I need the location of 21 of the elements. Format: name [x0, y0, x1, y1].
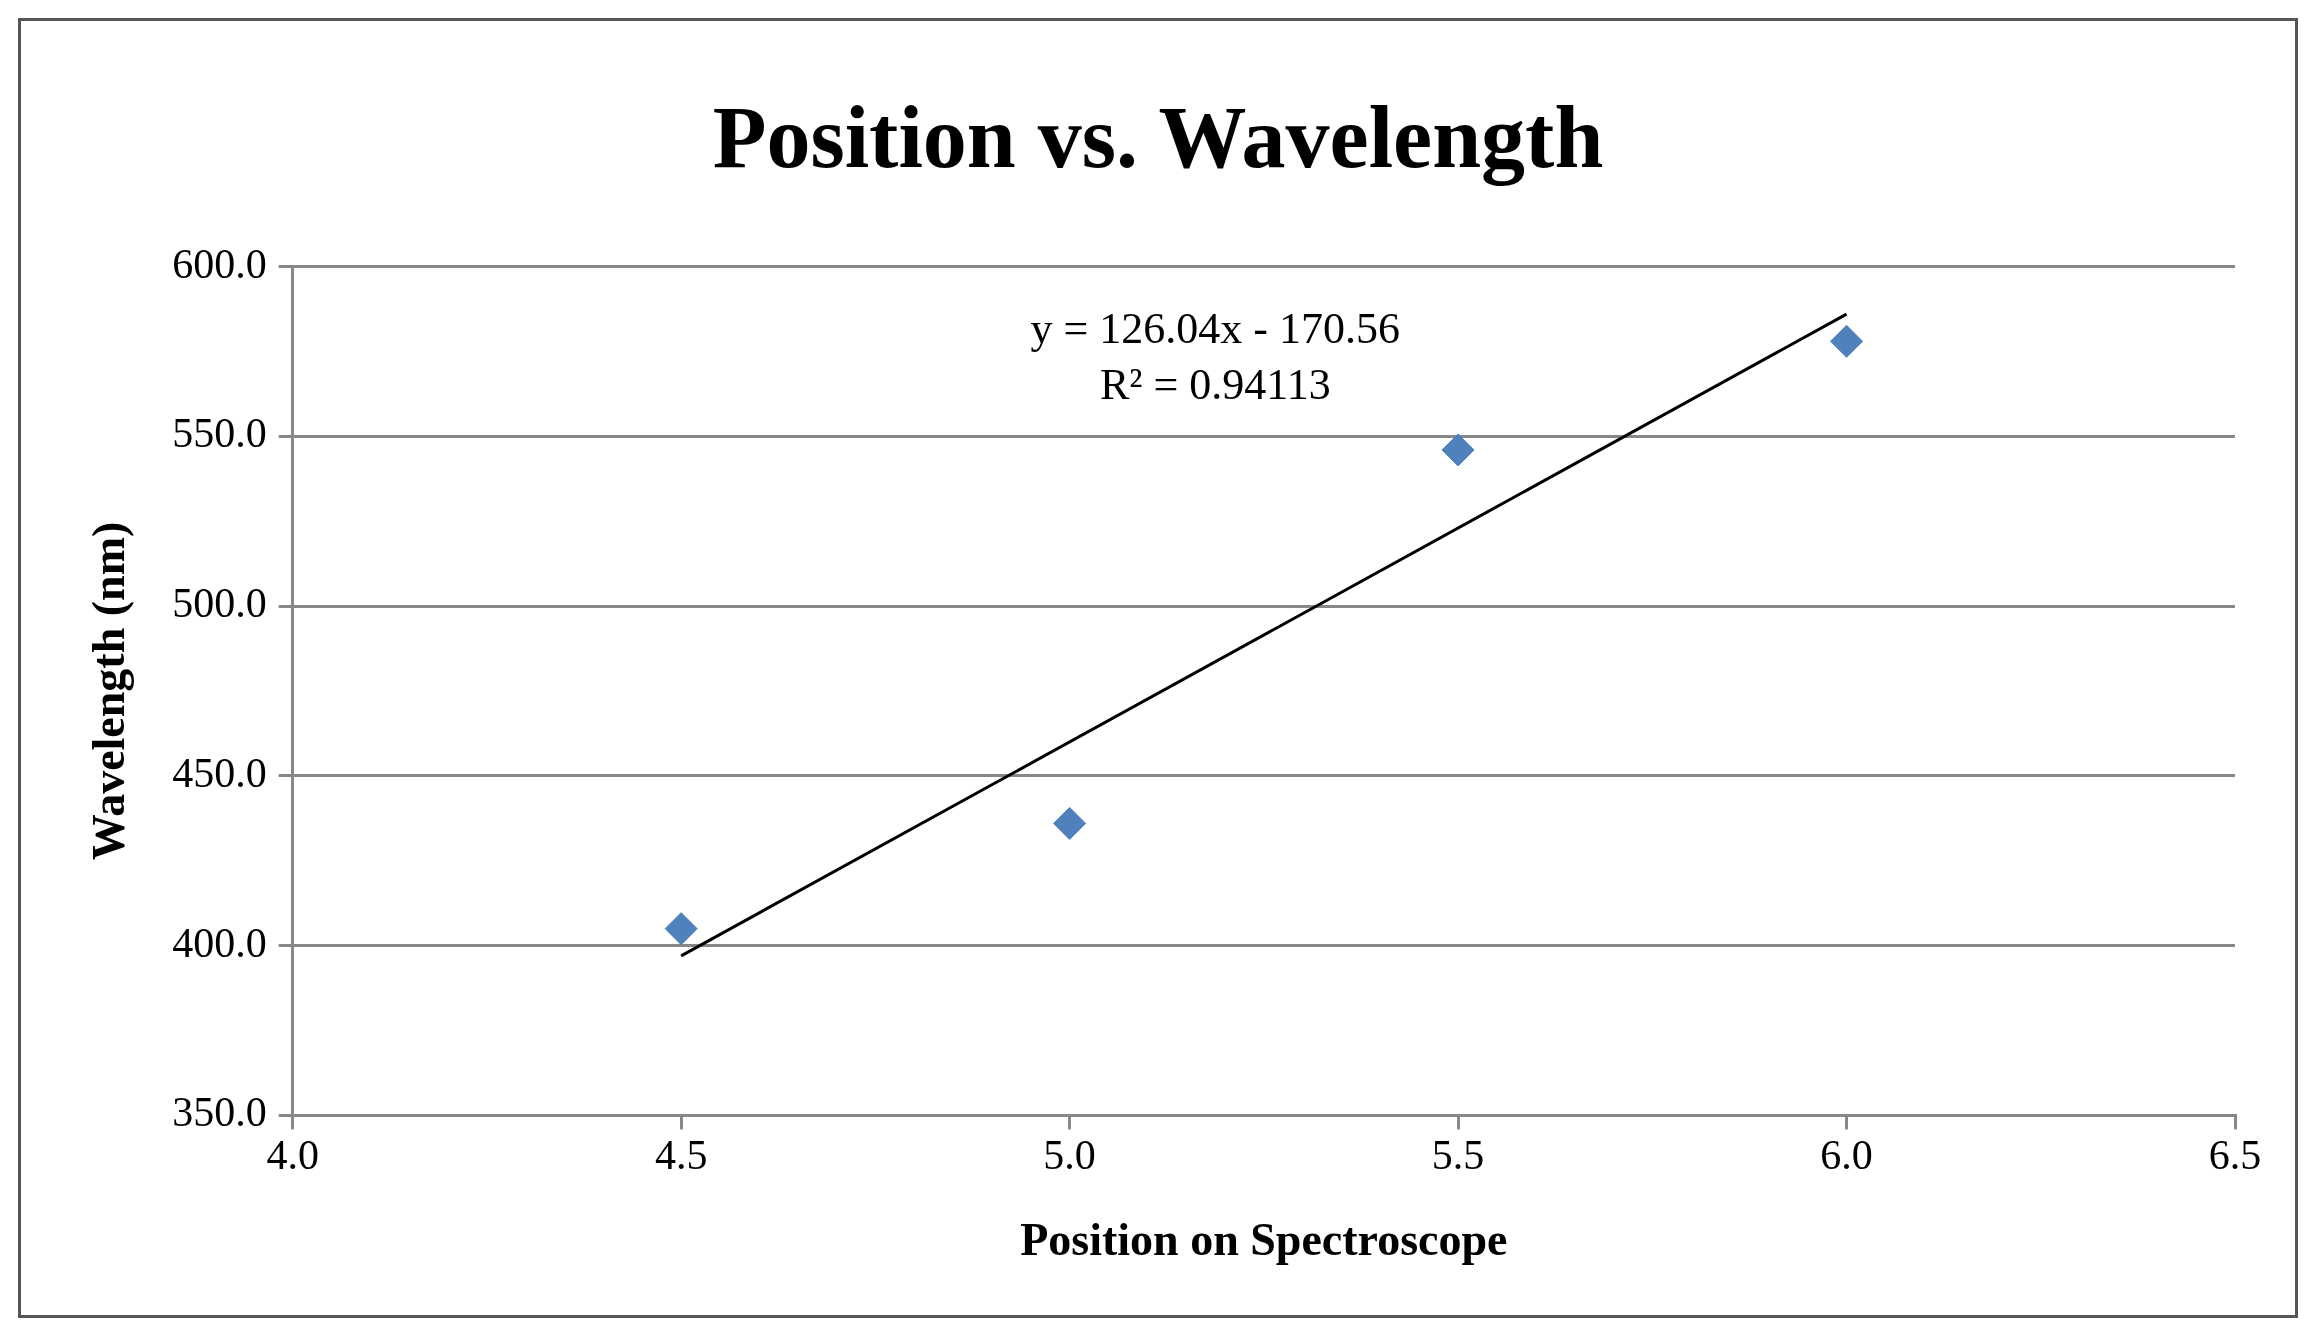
- x-tick-label: 4.5: [654, 1131, 708, 1178]
- y-tick-label: 450.0: [172, 749, 267, 796]
- x-tick-label: 6.0: [1820, 1131, 1873, 1178]
- x-tick-label: 5.5: [1431, 1131, 1485, 1178]
- x-tick-label: 6.5: [2208, 1131, 2262, 1178]
- y-axis-title: Wavelength (nm): [83, 521, 135, 861]
- point: [1053, 806, 1087, 840]
- y-tick-label: 600.0: [172, 240, 267, 287]
- x-tick-label: 5.0: [1043, 1131, 1096, 1178]
- point: [664, 912, 698, 946]
- point: [1830, 324, 1864, 358]
- chart-title: Position vs. Wavelength: [712, 88, 1604, 186]
- y-tick-label: 350.0: [172, 1089, 267, 1136]
- x-axis-title: Position on Spectroscope: [1020, 1214, 1508, 1266]
- y-tick-label: 550.0: [172, 410, 267, 457]
- x-tick-label: 4.0: [266, 1131, 319, 1178]
- y-tick-label: 400.0: [172, 919, 267, 966]
- y-tick-label: 500.0: [172, 580, 267, 627]
- point: [1441, 433, 1475, 467]
- annotation: R² = 0.94113: [1099, 360, 1331, 410]
- annotation: y = 126.04x - 170.56: [1030, 304, 1401, 354]
